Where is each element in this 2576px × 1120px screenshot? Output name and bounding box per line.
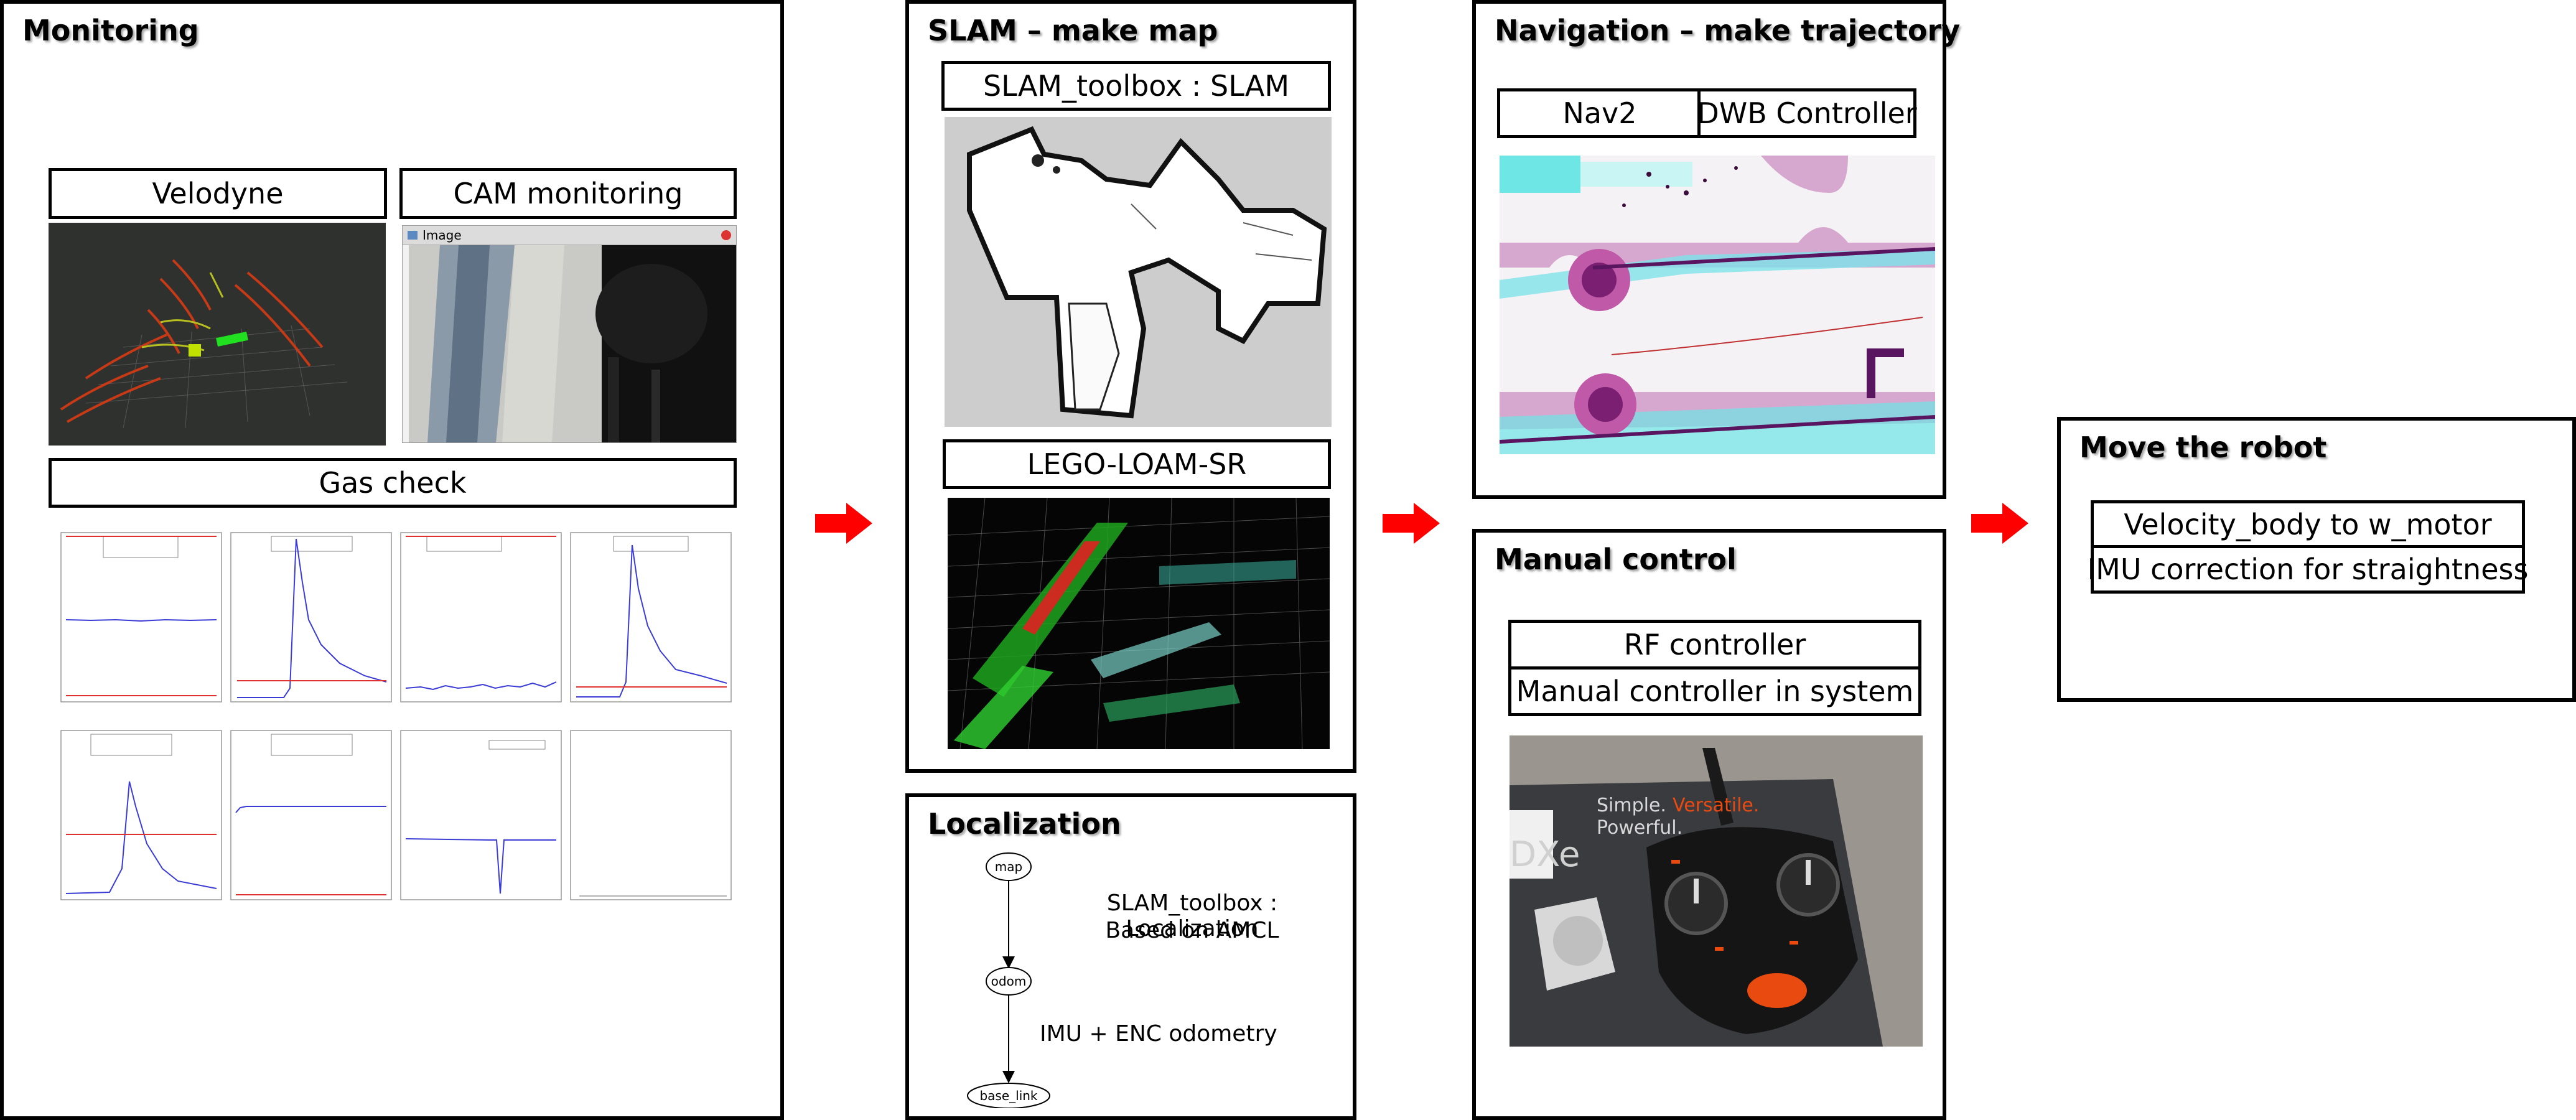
- tf-node-map: map: [995, 859, 1022, 874]
- rf-controller-label: RF controller: [1508, 620, 1921, 670]
- velocity-body-label: Velocity_body to w_motor: [2091, 500, 2525, 549]
- odometry-desc: IMU + ENC odometry: [1040, 1021, 1277, 1047]
- flow-arrow-1: [815, 503, 872, 544]
- manual-control-title: Manual control: [1495, 543, 1737, 576]
- dwb-controller-label: DWB Controller: [1697, 88, 1917, 138]
- cam-window-title: Image: [422, 228, 462, 243]
- slam-map-image: [945, 117, 1332, 427]
- close-icon[interactable]: [721, 230, 731, 240]
- velodyne-label: Velodyne: [49, 168, 387, 219]
- navigation-title: Navigation – make trajectory: [1495, 14, 1961, 47]
- manual-controller-in-system-label: Manual controller in system: [1508, 666, 1921, 716]
- monitoring-title: Monitoring: [22, 14, 199, 47]
- lego-loam-sr-label: LEGO-LOAM-SR: [943, 439, 1331, 489]
- velodyne-pointcloud-image: [49, 223, 386, 446]
- image-window-icon: [408, 231, 418, 240]
- slam-title: SLAM – make map: [928, 14, 1218, 47]
- gas-check-plots: [54, 520, 738, 918]
- photo-tagline-1: Simple.: [1597, 795, 1666, 816]
- move-robot-title: Move the robot: [2079, 431, 2327, 464]
- tf-node-base-link: base_link: [979, 1088, 1037, 1103]
- cam-monitoring-window: Image: [402, 225, 737, 443]
- flow-arrow-3: [1971, 503, 2028, 544]
- photo-brand: DXe: [1510, 834, 1580, 875]
- slam-panel: SLAM – make map SLAM_toolbox : SLAM LEGO…: [905, 0, 1356, 773]
- tf-tree: map odom base_link: [967, 852, 1050, 1108]
- monitoring-panel: Monitoring Velodyne CAM monitoring: [0, 0, 784, 1120]
- localization-title: Localization: [928, 807, 1121, 841]
- flow-arrow-2: [1383, 503, 1440, 544]
- cam-monitoring-label: CAM monitoring: [399, 168, 737, 219]
- localization-desc-line1: SLAM_toolbox : Localization: [1106, 890, 1278, 941]
- navigation-panel: Navigation – make trajectory Nav2 DWB Co…: [1472, 0, 1960, 499]
- manual-control-panel: Manual control RF controller Manual cont…: [1472, 529, 1946, 1120]
- lego-loam-pointcloud-image: [948, 498, 1330, 749]
- imu-correction-label: IMU correction for straightness: [2088, 545, 2528, 594]
- localization-panel: Localization map odom base_link SLAM_too…: [905, 793, 1356, 1120]
- nav2-costmap-image: [1500, 156, 1935, 454]
- photo-tagline-3: Powerful.: [1597, 817, 1682, 839]
- nav2-label: Nav2: [1497, 88, 1702, 138]
- tf-node-odom: odom: [991, 974, 1027, 989]
- rf-transmitter-photo: Simple. Versatile. Powerful. DXe: [1510, 735, 1923, 1047]
- localization-desc-line2: Based on AMCL: [1105, 918, 1279, 943]
- slam-toolbox-label: SLAM_toolbox : SLAM: [941, 61, 1331, 111]
- gas-check-label: Gas check: [49, 458, 737, 508]
- photo-tagline-2: Versatile.: [1673, 795, 1759, 816]
- move-robot-panel: Move the robot Velocity_body to w_motor …: [2057, 417, 2576, 702]
